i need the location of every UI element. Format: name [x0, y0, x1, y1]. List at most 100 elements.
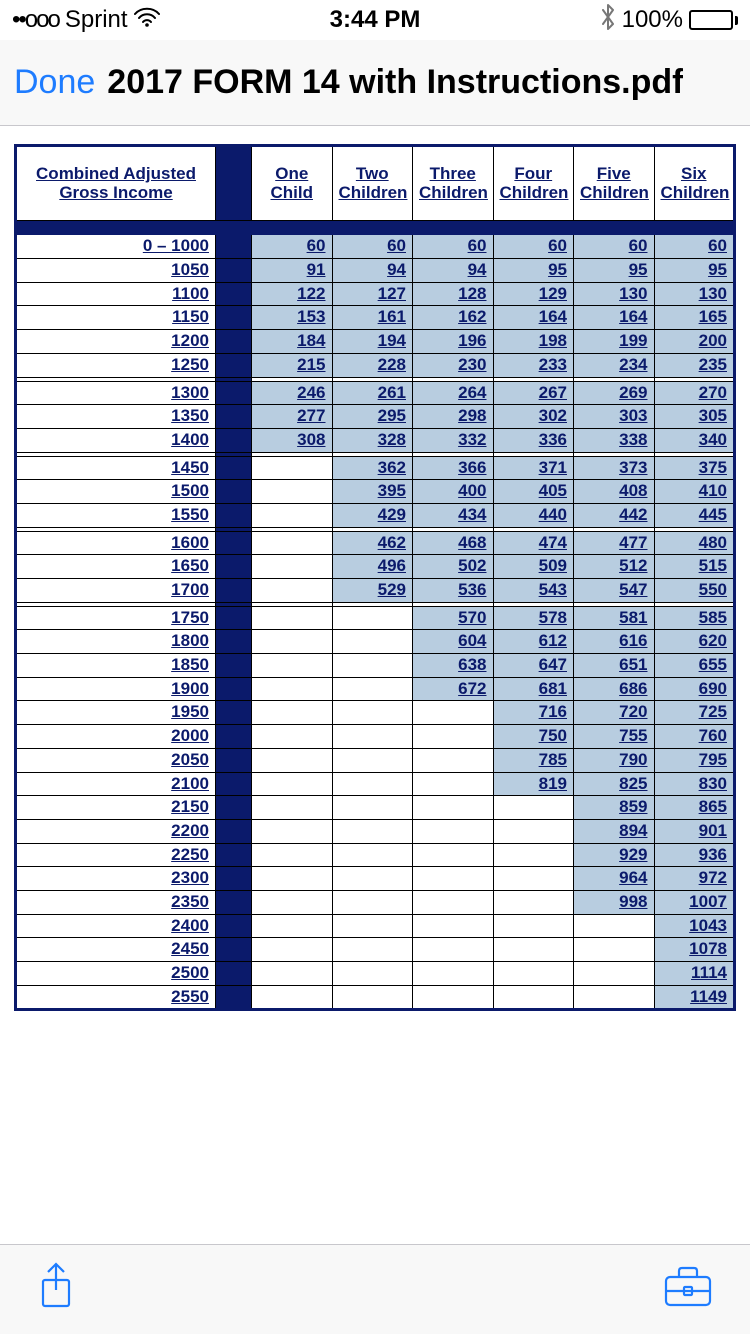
value-cell: 60 [252, 235, 333, 259]
document-content[interactable]: Combined AdjustedGross Income OneChildTwo… [0, 126, 750, 1011]
value-cell: 215 [252, 353, 333, 377]
value-cell [493, 867, 574, 891]
value-cell [252, 772, 333, 796]
income-cell: 1100 [16, 282, 216, 306]
income-header: Combined AdjustedGross Income [16, 146, 216, 221]
value-cell: 267 [493, 381, 574, 405]
value-cell [413, 843, 494, 867]
value-cell: 716 [493, 701, 574, 725]
value-cell: 825 [574, 772, 655, 796]
income-cell: 2500 [16, 962, 216, 986]
value-cell: 196 [413, 330, 494, 354]
table-row: 1550429434440442445 [16, 503, 735, 527]
value-cell: 366 [413, 456, 494, 480]
value-cell [413, 725, 494, 749]
value-cell: 585 [654, 606, 735, 630]
status-bar: ••ooo Sprint 3:44 PM 100% [0, 0, 750, 40]
value-cell [252, 725, 333, 749]
value-cell [332, 962, 413, 986]
income-cell: 1500 [16, 480, 216, 504]
value-cell [252, 938, 333, 962]
value-cell: 1007 [654, 890, 735, 914]
value-cell [493, 843, 574, 867]
value-cell: 578 [493, 606, 574, 630]
value-cell: 429 [332, 503, 413, 527]
value-cell [252, 654, 333, 678]
value-cell: 440 [493, 503, 574, 527]
value-cell [413, 914, 494, 938]
income-cell: 2250 [16, 843, 216, 867]
value-cell [252, 796, 333, 820]
col-header: TwoChildren [332, 146, 413, 221]
income-cell: 1150 [16, 306, 216, 330]
table-row: 2050785790795 [16, 748, 735, 772]
value-cell: 720 [574, 701, 655, 725]
value-cell [252, 630, 333, 654]
value-cell: 1114 [654, 962, 735, 986]
value-cell: 515 [654, 555, 735, 579]
income-cell: 1650 [16, 555, 216, 579]
col-header: OneChild [252, 146, 333, 221]
value-cell: 164 [493, 306, 574, 330]
value-cell [252, 962, 333, 986]
income-cell: 2550 [16, 985, 216, 1010]
value-cell: 302 [493, 405, 574, 429]
value-cell [332, 725, 413, 749]
income-cell: 2400 [16, 914, 216, 938]
value-cell: 894 [574, 819, 655, 843]
value-cell [332, 677, 413, 701]
income-cell: 2100 [16, 772, 216, 796]
table-row: 0 – 1000606060606060 [16, 235, 735, 259]
value-cell [252, 503, 333, 527]
table-row: 1150153161162164164165 [16, 306, 735, 330]
spacer-col [216, 146, 252, 221]
value-cell: 270 [654, 381, 735, 405]
share-icon[interactable] [36, 1262, 76, 1317]
value-cell: 60 [654, 235, 735, 259]
table-row: 1600462468474477480 [16, 531, 735, 555]
value-cell: 755 [574, 725, 655, 749]
value-cell [413, 985, 494, 1010]
value-cell: 130 [654, 282, 735, 306]
value-cell: 442 [574, 503, 655, 527]
value-cell: 228 [332, 353, 413, 377]
col-header: SixChildren [654, 146, 735, 221]
value-cell: 1043 [654, 914, 735, 938]
value-cell: 434 [413, 503, 494, 527]
income-cell: 1450 [16, 456, 216, 480]
value-cell: 964 [574, 867, 655, 891]
value-cell: 529 [332, 579, 413, 603]
value-cell [493, 819, 574, 843]
value-cell [413, 748, 494, 772]
value-cell: 604 [413, 630, 494, 654]
nav-bar: Done 2017 FORM 14 with Instructions.pdf [0, 40, 750, 126]
table-row: 24501078 [16, 938, 735, 962]
value-cell: 264 [413, 381, 494, 405]
value-cell: 550 [654, 579, 735, 603]
value-cell: 410 [654, 480, 735, 504]
table-row: 1300246261264267269270 [16, 381, 735, 405]
value-cell: 405 [493, 480, 574, 504]
value-cell [574, 938, 655, 962]
value-cell [493, 938, 574, 962]
value-cell: 95 [574, 259, 655, 283]
income-cell: 1750 [16, 606, 216, 630]
value-cell: 400 [413, 480, 494, 504]
value-cell: 91 [252, 259, 333, 283]
value-cell: 512 [574, 555, 655, 579]
value-cell: 795 [654, 748, 735, 772]
done-button[interactable]: Done [14, 63, 95, 102]
briefcase-icon[interactable] [662, 1265, 714, 1314]
value-cell [493, 890, 574, 914]
value-cell [413, 772, 494, 796]
table-row: 2300964972 [16, 867, 735, 891]
income-cell: 1200 [16, 330, 216, 354]
value-cell: 859 [574, 796, 655, 820]
value-cell: 235 [654, 353, 735, 377]
value-cell [252, 701, 333, 725]
value-cell: 230 [413, 353, 494, 377]
value-cell: 298 [413, 405, 494, 429]
battery-icon [689, 10, 738, 30]
value-cell: 998 [574, 890, 655, 914]
value-cell: 1149 [654, 985, 735, 1010]
